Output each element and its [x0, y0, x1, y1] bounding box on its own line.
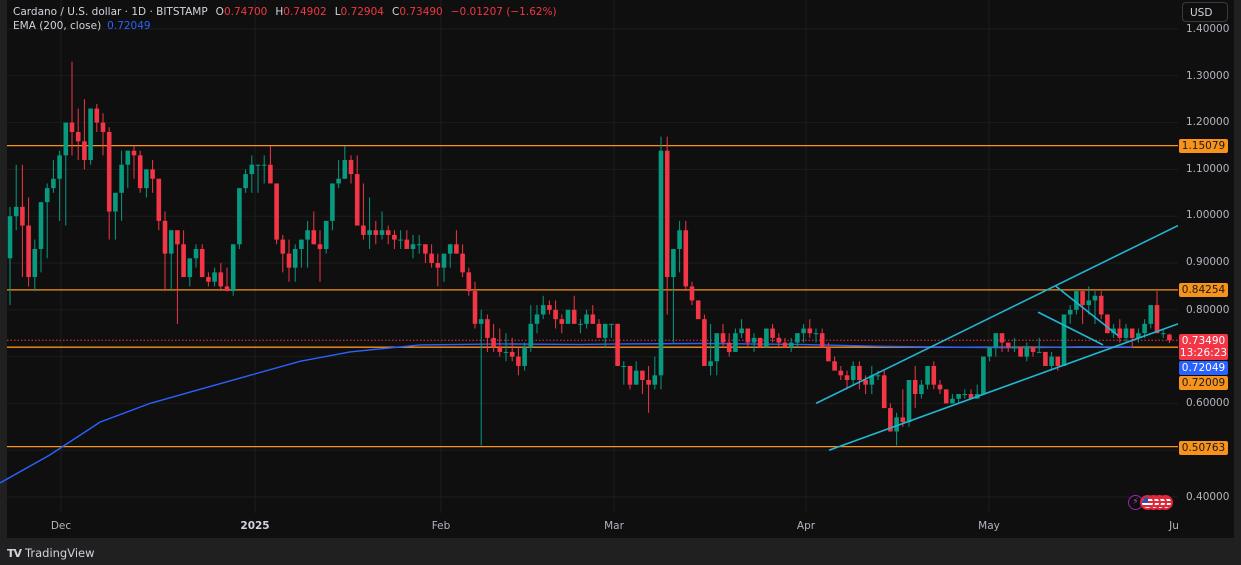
tradingview-mark-icon: TV [7, 546, 22, 560]
price-tick: 1.10000 [1186, 163, 1230, 175]
currency-button[interactable]: USD [1182, 2, 1228, 22]
change-value: −0.01207 (−1.62%) [450, 6, 557, 18]
time-tick: Dec [50, 520, 72, 532]
indicator-label[interactable]: EMA (200, close) [13, 20, 102, 32]
level-label-3[interactable]: 0.72009 [1179, 376, 1228, 390]
price-tick: 0.80000 [1186, 304, 1230, 316]
us-flag-event-icon[interactable] [1140, 495, 1155, 510]
indicator-row[interactable]: EMA (200, close) 0.72049 [13, 19, 557, 33]
high-label: H [275, 6, 284, 18]
last-price-label: 0.73490 13:26:23 [1179, 334, 1228, 360]
time-tick: May [978, 520, 1000, 532]
price-tick: 0.60000 [1186, 397, 1230, 409]
high-value: 0.74902 [283, 6, 327, 18]
level-label-2[interactable]: 0.84254 [1179, 283, 1228, 297]
price-tick: 1.40000 [1186, 23, 1230, 35]
time-tick: Mar [604, 520, 624, 532]
tradingview-logo[interactable]: TV TradingView [7, 546, 95, 560]
ema-label: 0.72049 [1179, 361, 1228, 375]
price-tick: 1.30000 [1186, 70, 1230, 82]
horizontal-levels[interactable] [7, 144, 1178, 448]
channel-lower [828, 323, 1179, 451]
low-label: L [334, 6, 341, 18]
time-tick: Feb [431, 520, 451, 532]
economic-events[interactable]: ⚡ [1128, 495, 1178, 513]
ema-line[interactable] [0, 342, 1134, 484]
grid-lines [7, 0, 1178, 513]
close-label: C [391, 6, 400, 18]
price-tick: 1.20000 [1186, 116, 1230, 128]
indicator-value: 0.72049 [107, 20, 151, 32]
chart-pane[interactable] [7, 0, 1234, 538]
time-tick: 2025 [240, 520, 270, 532]
low-value: 0.72904 [340, 6, 384, 18]
tradingview-logo-text: TradingView [25, 546, 95, 560]
price-tick: 0.90000 [1186, 256, 1230, 268]
last-price-value: 0.73490 [1181, 335, 1226, 347]
flag-upper [1055, 285, 1119, 337]
symbol-title[interactable]: Cardano / U.S. dollar · 1D · BITSTAMP [13, 6, 208, 18]
close-value: 0.73490 [399, 6, 443, 18]
time-tick: Apr [796, 520, 816, 532]
level-label-1[interactable]: 1.15079 [1179, 139, 1228, 153]
price-tick: 0.40000 [1186, 491, 1230, 503]
bar-countdown: 13:26:23 [1179, 347, 1228, 359]
price-tick: 1.00000 [1186, 209, 1230, 221]
level-label-4[interactable]: 0.50763 [1179, 441, 1228, 455]
open-label: O [215, 6, 224, 18]
time-tick: Ju [1169, 520, 1179, 532]
channel-upper [815, 224, 1179, 405]
flag-lower [1037, 311, 1104, 346]
open-value: 0.74700 [223, 6, 268, 18]
trendlines[interactable] [815, 224, 1179, 451]
price-chart[interactable] [0, 0, 1241, 540]
candlestick-series[interactable] [7, 61, 1172, 446]
